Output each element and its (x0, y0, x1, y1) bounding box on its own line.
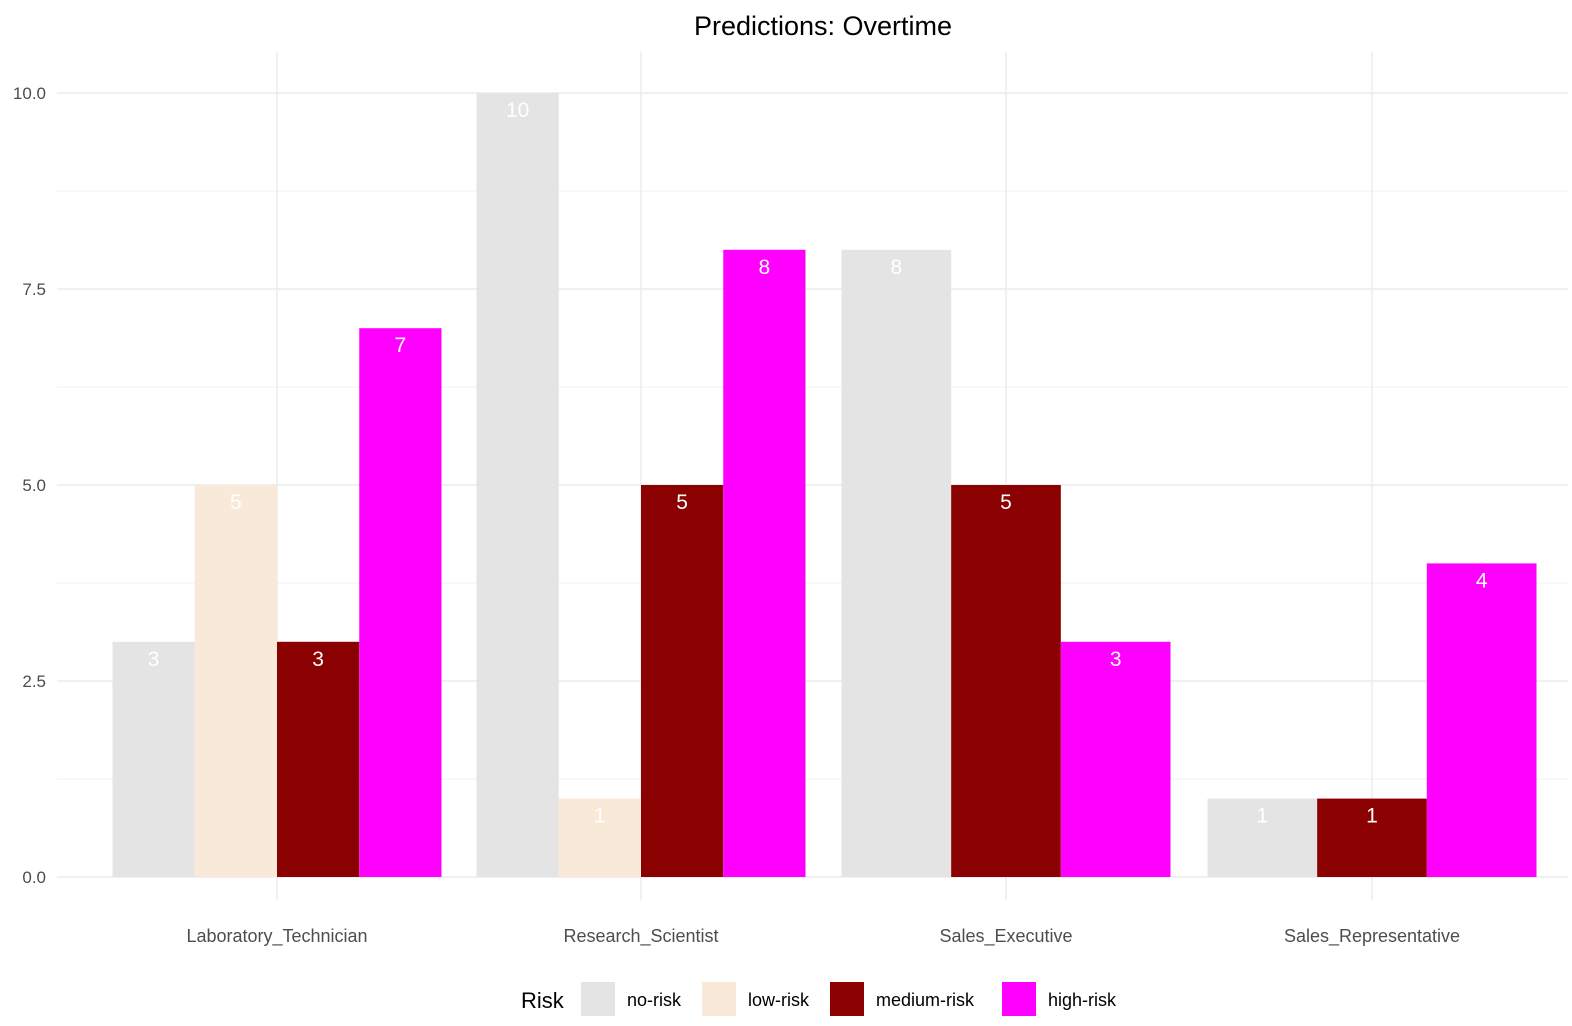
y-tick-label: 0.0 (22, 868, 46, 887)
legend-title: Risk (521, 988, 565, 1013)
bar (1207, 798, 1318, 877)
bar (723, 249, 806, 878)
bar (112, 641, 195, 877)
bar-value-label: 10 (506, 99, 529, 122)
bar-value-label: 5 (230, 491, 242, 514)
bar-value-label: 1 (1366, 805, 1378, 828)
bar (1426, 563, 1537, 877)
legend-label: medium-risk (876, 990, 975, 1010)
x-tick-label: Research_Scientist (563, 926, 718, 947)
y-tick-label: 5.0 (22, 476, 46, 495)
bar-value-label: 3 (312, 648, 324, 671)
x-axis: Laboratory_Technician Research_Scientist S… (186, 926, 1460, 947)
bar (194, 485, 277, 877)
bar (359, 328, 442, 877)
bar-value-label: 3 (1110, 648, 1122, 671)
bar (951, 485, 1061, 877)
bar (841, 249, 952, 878)
legend-key (702, 982, 736, 1016)
bar-value-label: 7 (395, 334, 407, 357)
bar-value-label: 3 (148, 648, 160, 671)
legend-key (581, 982, 615, 1016)
bars (112, 93, 1537, 878)
x-tick-label: Sales_Representative (1284, 926, 1460, 947)
bar (641, 485, 724, 877)
x-tick-label: Sales_Executive (939, 926, 1072, 947)
y-tick-label: 2.5 (22, 672, 46, 691)
legend-key (1002, 982, 1036, 1016)
x-tick-label: Laboratory_Technician (186, 926, 367, 947)
legend-label: high-risk (1048, 990, 1117, 1010)
bar (1317, 798, 1427, 877)
legend-label: low-risk (748, 990, 810, 1010)
y-tick-label: 7.5 (22, 280, 46, 299)
bar-value-label: 8 (759, 256, 771, 279)
bar-value-label: 1 (594, 805, 606, 828)
y-tick-label: 10.0 (13, 84, 46, 103)
legend: Risk no-risk low-risk medium-risk high-risk (521, 982, 1117, 1016)
bar (1060, 641, 1171, 877)
bar (476, 93, 559, 877)
bar (277, 641, 360, 877)
bar-labels: 3 5 3 7 10 1 5 8 8 5 3 1 1 4 (148, 99, 1488, 828)
bar-value-label: 8 (890, 256, 902, 279)
y-axis: 0.0 2.5 5.0 7.5 10.0 (13, 84, 46, 887)
bar-value-label: 5 (1000, 491, 1012, 514)
legend-key (830, 982, 864, 1016)
legend-label: no-risk (627, 990, 682, 1010)
bar-value-label: 4 (1476, 569, 1488, 592)
bar (558, 798, 641, 877)
chart-title: Predictions: Overtime (694, 11, 952, 41)
bar-value-label: 1 (1256, 805, 1268, 828)
bar-value-label: 5 (676, 491, 688, 514)
